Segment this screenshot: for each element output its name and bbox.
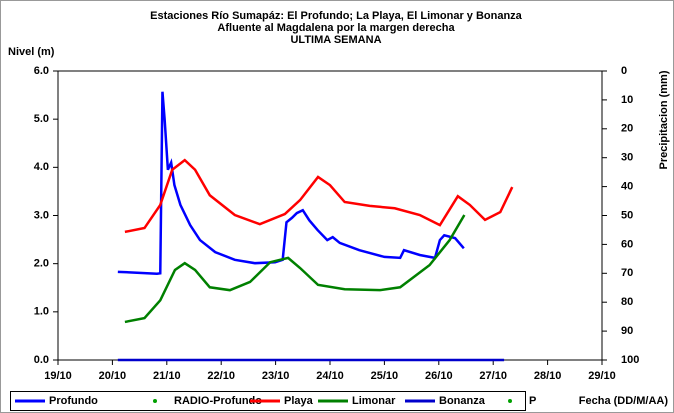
y2-tick-label: 10 <box>621 94 633 106</box>
x-tick-label: 19/10 <box>44 370 72 382</box>
legend-swatch <box>508 399 512 403</box>
x-tick-label: 25/10 <box>371 370 399 382</box>
y-tick-label: 2.0 <box>34 258 49 270</box>
y2-tick-label: 70 <box>621 267 633 279</box>
chart-title: Estaciones Río Sumapáz: El Profundo; La … <box>150 10 523 22</box>
legend-label: Playa <box>284 395 314 407</box>
y2-tick-label: 30 <box>621 152 633 164</box>
x-tick-label: 26/10 <box>425 370 453 382</box>
legend-label: Profundo <box>49 395 98 407</box>
y2-tick-label: 20 <box>621 123 633 135</box>
y-tick-label: 0.0 <box>34 354 49 366</box>
y2-tick-label: 60 <box>621 238 633 250</box>
y-tick-label: 5.0 <box>34 113 49 125</box>
x-tick-label: 24/10 <box>316 370 344 382</box>
y-axis-label: Nivel (m) <box>8 46 55 58</box>
legend-label: RADIO-Profundo <box>174 395 262 407</box>
series-line <box>124 214 466 324</box>
y2-tick-label: 90 <box>621 325 633 337</box>
y2-tick-label: 40 <box>621 181 633 193</box>
y-tick-label: 3.0 <box>34 209 49 221</box>
legend-label: Bonanza <box>439 395 486 407</box>
y2-tick-label: 50 <box>621 209 633 221</box>
y-tick-label: 4.0 <box>34 161 49 173</box>
x-tick-label: 23/10 <box>262 370 290 382</box>
y2-tick-label: 100 <box>621 354 639 366</box>
legend-label: Limonar <box>352 395 396 407</box>
x-tick-label: 27/10 <box>479 370 507 382</box>
legend-label: P <box>529 395 536 407</box>
x-tick-label: 21/10 <box>153 370 181 382</box>
x-tick-label: 22/10 <box>207 370 235 382</box>
x-axis-label: Fecha (DD/M/AA) <box>579 395 669 407</box>
series-line <box>124 158 514 234</box>
y2-tick-label: 0 <box>621 65 627 77</box>
y-tick-label: 6.0 <box>34 65 49 77</box>
legend-swatch <box>153 399 157 403</box>
x-tick-label: 20/10 <box>99 370 127 382</box>
chart-title: Afluente al Magdalena por la margen dere… <box>217 22 455 34</box>
x-tick-label: 29/10 <box>588 370 616 382</box>
y-tick-label: 1.0 <box>34 306 49 318</box>
chart-title: ULTIMA SEMANA <box>290 34 381 46</box>
x-tick-label: 28/10 <box>534 370 562 382</box>
y2-axis-label: Precipitacion (mm) <box>658 70 670 169</box>
series-line <box>117 91 465 276</box>
y2-tick-label: 80 <box>621 296 633 308</box>
